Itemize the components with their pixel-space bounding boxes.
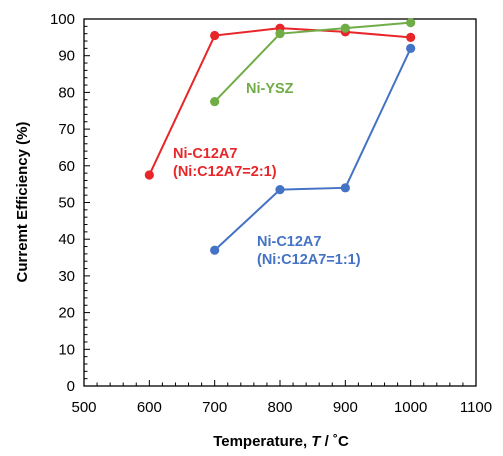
y-tick-label: 20 [58,305,75,322]
data-point [340,183,350,193]
y-axis: 0 10 20 30 40 50 60 70 80 90 100 [50,11,90,395]
series-2 [210,18,416,107]
y-tick-label: 30 [58,268,75,285]
series-3 [210,43,416,255]
x-axis-title: Temperature, T / ˚C [213,433,349,450]
y-tick-label: 40 [58,231,75,248]
y-tick-label: 100 [50,11,75,28]
x-axis: 500 600 700 800 900 1000 1100 [71,380,492,416]
y-tick-label: 60 [58,158,75,175]
data-point [406,18,416,28]
data-point [144,170,154,180]
y-tick-label: 50 [58,195,75,212]
annotation-c1: Ni-C12A7 (Ni:C12A7=1:1) [257,234,361,268]
y-tick-label: 90 [58,48,75,65]
data-point [406,43,416,53]
x-tick-label: 500 [71,399,96,416]
data-point [210,96,220,107]
y-tick-label: 80 [58,84,75,101]
x-tick-label: 1100 [460,399,492,416]
y-tick-label: 0 [67,378,75,395]
x-tick-label: 900 [333,399,358,416]
y-tick-label: 10 [58,341,75,358]
series-layer [144,18,416,255]
data-point [210,245,220,255]
series-line [213,21,411,103]
y-tick-label: 70 [58,121,75,138]
series-1 [144,23,416,180]
data-point [210,30,220,41]
annotation-ysz: Ni-YSZ [246,81,294,97]
data-point [275,29,285,39]
data-point [340,23,350,33]
annotation-c2: Ni-C12A7 (Ni:C12A7=2:1) [173,146,277,180]
plot-frame [83,18,477,387]
x-tick-label: 1000 [394,399,427,416]
series-line [213,47,412,251]
plot-border [83,18,477,387]
x-tick-label: 800 [267,399,292,416]
x-tick-label: 600 [137,399,162,416]
data-point [275,185,285,195]
y-axis-title: Curremt Efficiency (%) [14,122,31,283]
annotation-layer: Ni-YSZ Ni-C12A7 (Ni:C12A7=2:1) Ni-C12A7 (Ni:… [173,81,361,268]
x-tick-label: 700 [202,399,227,416]
data-point [406,32,416,42]
